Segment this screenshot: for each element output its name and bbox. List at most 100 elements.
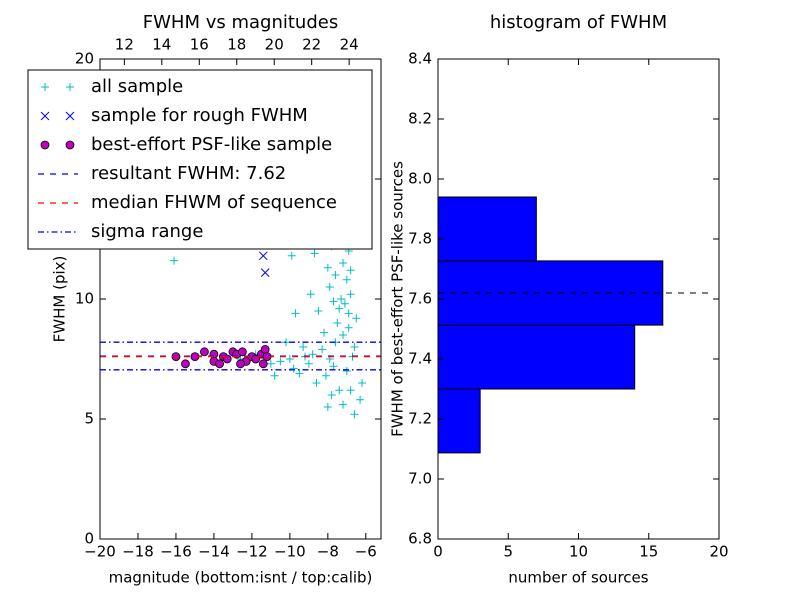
legend-label: best-effort PSF-like sample bbox=[91, 134, 332, 155]
point bbox=[327, 391, 336, 399]
y-tick-label: 7.4 bbox=[408, 350, 432, 368]
point bbox=[339, 400, 348, 409]
point bbox=[270, 371, 279, 380]
point bbox=[66, 83, 74, 91]
point bbox=[299, 343, 308, 351]
point bbox=[323, 263, 332, 272]
point bbox=[306, 290, 315, 299]
y-tick-label: 7.0 bbox=[408, 470, 432, 488]
point bbox=[310, 249, 319, 258]
x2-tick-label: 18 bbox=[227, 36, 246, 54]
legend-label: resultant FWHM: 7.62 bbox=[91, 163, 286, 184]
bar bbox=[437, 196, 537, 262]
point bbox=[258, 359, 268, 369]
legend-label: sigma range bbox=[91, 221, 203, 242]
bar bbox=[437, 388, 481, 454]
point bbox=[337, 295, 346, 303]
y-axis-label: FWHM (pix) bbox=[51, 256, 69, 343]
point bbox=[181, 359, 190, 369]
x-tick-label: −12 bbox=[236, 543, 268, 561]
point bbox=[287, 251, 296, 260]
point bbox=[352, 314, 361, 323]
point bbox=[318, 345, 327, 354]
point bbox=[276, 357, 285, 366]
point bbox=[339, 331, 348, 339]
x-tick-label: 10 bbox=[569, 543, 588, 561]
point bbox=[65, 111, 75, 121]
bar bbox=[437, 324, 636, 390]
legend-box bbox=[27, 69, 373, 250]
axes-frame bbox=[99, 58, 382, 540]
point bbox=[41, 83, 49, 91]
y-tick-label: 7.6 bbox=[408, 290, 432, 308]
x-tick-label: −8 bbox=[317, 543, 339, 561]
x-tick-label: −20 bbox=[84, 543, 116, 561]
point bbox=[335, 386, 344, 395]
point bbox=[344, 309, 353, 318]
point bbox=[346, 266, 355, 275]
point bbox=[358, 379, 367, 387]
point bbox=[304, 359, 313, 368]
x-axis-label: number of sources bbox=[508, 569, 648, 587]
chart-title: FWHM vs magnitudes bbox=[143, 12, 338, 33]
point bbox=[40, 111, 50, 121]
chart-title: histogram of FWHM bbox=[490, 12, 667, 33]
x-tick-label: 5 bbox=[503, 543, 513, 561]
point bbox=[295, 369, 304, 378]
point bbox=[320, 328, 329, 337]
x-tick-label: 0 bbox=[433, 543, 443, 561]
y-tick-label: 7.2 bbox=[408, 410, 432, 428]
point bbox=[342, 367, 351, 375]
point bbox=[258, 251, 268, 261]
x-tick-label: −14 bbox=[198, 543, 230, 561]
y-axis-label: FWHM of best-effort PSF-like sources bbox=[389, 161, 407, 437]
point bbox=[289, 364, 298, 373]
axes-frame bbox=[437, 58, 720, 540]
point bbox=[291, 309, 300, 318]
point bbox=[325, 283, 334, 291]
point bbox=[237, 347, 247, 357]
point bbox=[342, 275, 351, 284]
y-tick-label: 0 bbox=[84, 530, 94, 548]
y-tick-label: 20 bbox=[75, 50, 94, 68]
point bbox=[350, 410, 359, 419]
x2-tick-label: 20 bbox=[265, 36, 284, 54]
point bbox=[340, 299, 349, 308]
point bbox=[356, 395, 365, 404]
x-tick-label: −18 bbox=[122, 543, 154, 561]
point bbox=[331, 271, 340, 279]
y-tick-label: 7.8 bbox=[408, 230, 432, 248]
x-tick-label: 15 bbox=[639, 543, 658, 561]
point bbox=[312, 379, 321, 387]
point bbox=[282, 338, 291, 347]
y-tick-label: 5 bbox=[84, 410, 94, 428]
x2-tick-label: 24 bbox=[340, 36, 359, 54]
point bbox=[266, 359, 275, 368]
point bbox=[333, 319, 342, 327]
point bbox=[314, 307, 323, 315]
x-tick-label: 20 bbox=[709, 543, 728, 561]
y-tick-label: 8.4 bbox=[408, 50, 432, 68]
x2-tick-label: 22 bbox=[302, 36, 321, 54]
legend: all sample sample for rough FWHM best-effo… bbox=[27, 69, 373, 250]
x-tick-label: −16 bbox=[160, 543, 192, 561]
point bbox=[40, 140, 50, 150]
point bbox=[329, 297, 338, 306]
x2-tick-label: 16 bbox=[190, 36, 209, 54]
point bbox=[321, 371, 330, 380]
point bbox=[308, 350, 317, 359]
point bbox=[236, 359, 245, 369]
point bbox=[260, 344, 270, 354]
y-tick-label: 8.0 bbox=[408, 170, 432, 188]
y-tick-label: 8.2 bbox=[408, 110, 432, 128]
point bbox=[344, 323, 353, 332]
point bbox=[335, 304, 344, 313]
point bbox=[215, 359, 225, 369]
legend-label: sample for rough FWHM bbox=[91, 105, 308, 126]
x2-tick-label: 14 bbox=[152, 36, 171, 54]
y-tick-label: 10 bbox=[75, 290, 94, 308]
point bbox=[339, 259, 348, 267]
point bbox=[323, 403, 332, 411]
